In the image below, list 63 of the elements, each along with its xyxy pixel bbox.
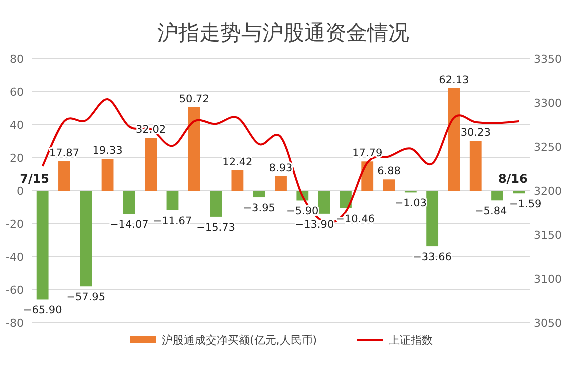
bar [426,191,439,247]
data-label: 12.42 [222,156,253,169]
y2-tick-label: 3200 [534,185,562,198]
annotation: 8/16 [498,172,528,186]
y2-tick-label: 3100 [534,273,562,286]
bar [166,191,179,210]
data-label: 17.79 [352,148,383,160]
data-label: 6.88 [378,166,401,178]
bar [36,191,49,300]
y2-tick-label: 3250 [534,141,562,154]
y-tick-label: 40 [10,119,24,132]
bar [145,138,158,191]
data-label: −13.90 [295,218,334,231]
bar [102,159,114,191]
chart-title: 沪指走势与沪股通资金情况 [158,21,410,45]
data-label: 30.23 [460,127,491,140]
y-tick-label: 60 [10,86,24,99]
y2-tick-label: 3350 [534,53,562,66]
y-tick-label: 20 [10,152,24,165]
bar [275,176,287,191]
bar [123,191,136,214]
data-label: 19.33 [92,145,123,158]
data-label: −11.67 [153,215,192,228]
data-label: −10.46 [336,213,376,226]
data-label: −5.84 [475,206,508,218]
y-tick-label: -40 [6,251,24,264]
data-label: −33.66 [413,252,452,264]
data-label: −1.59 [510,198,542,211]
bar [383,180,396,191]
bar [253,191,266,198]
y-tick-label: -20 [6,218,24,231]
bar [58,162,70,191]
data-label: 8.93 [269,162,293,174]
y-tick-label: -80 [6,317,24,330]
y2-tick-label: 3300 [534,97,562,110]
bar [362,162,374,191]
bar [340,191,352,208]
data-label: 50.72 [179,93,210,106]
y-tick-label: 0 [17,185,24,198]
data-label: −1.03 [394,198,428,210]
bar [448,88,460,191]
data-label: −57.95 [66,292,106,304]
bar [188,107,200,191]
bar [513,191,526,194]
data-label: 62.13 [439,74,470,86]
bar [492,191,504,201]
annotation: 7/15 [20,172,50,186]
data-label: −3.95 [243,202,276,215]
y-tick-label: 80 [10,53,24,66]
bar [232,170,244,191]
bar [318,191,330,214]
y-tick-label: -60 [6,284,24,297]
data-label: −65.90 [23,304,62,317]
legend-label: 上证指数 [389,334,434,347]
data-label: 17.87 [49,148,80,160]
y2-tick-label: 3150 [534,229,562,242]
legend-label: 沪股通成交净买额(亿元,人民币) [162,334,318,347]
bar [210,191,222,217]
data-label: −14.07 [110,219,149,232]
data-label: −15.73 [196,222,236,234]
bar [80,191,92,287]
bar [470,141,482,191]
y2-tick-label: 3050 [534,317,562,330]
